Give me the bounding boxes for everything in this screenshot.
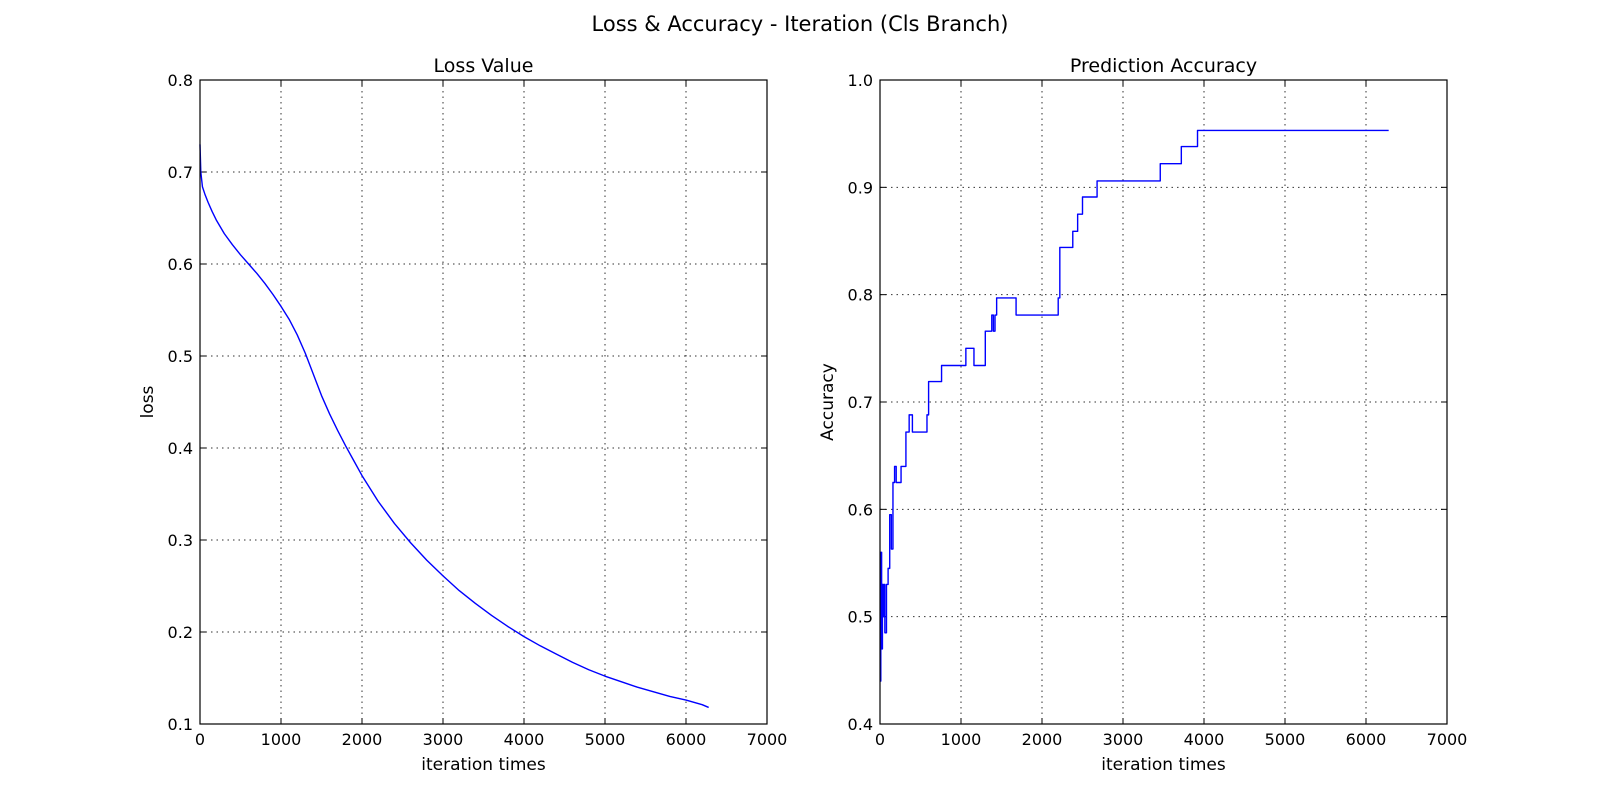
accuracy-y-tick-label: 0.8 xyxy=(848,286,873,305)
loss-x-tick-label: 7000 xyxy=(747,730,788,749)
loss-chart-title: Loss Value xyxy=(434,55,534,77)
accuracy-series xyxy=(880,129,1389,682)
accuracy-x-tick-label: 3000 xyxy=(1103,730,1144,749)
loss-y-tick-label: 0.5 xyxy=(168,347,193,366)
accuracy-x-tick-label: 2000 xyxy=(1022,730,1063,749)
loss-panel: 0 1000 2000 3000 4000 5000 6000 7000 0.1 0.2 0.3 0.… xyxy=(138,55,787,775)
loss-x-tick-label: 4000 xyxy=(504,730,545,749)
accuracy-axes-frame xyxy=(879,79,1448,725)
accuracy-y-axis-label: Accuracy xyxy=(818,363,838,441)
loss-x-tick-label: 1000 xyxy=(261,730,302,749)
accuracy-ticks: 0 1000 2000 3000 4000 5000 6000 7000 0.4 0.5 0.6 0.… xyxy=(848,71,1468,749)
accuracy-y-tick-label: 0.4 xyxy=(848,715,873,734)
loss-y-tick-label: 0.3 xyxy=(168,531,193,550)
accuracy-x-tick-label: 7000 xyxy=(1427,730,1468,749)
loss-y-tick-label: 0.2 xyxy=(168,623,193,642)
loss-ticks: 0 1000 2000 3000 4000 5000 6000 7000 0.1 0.2 0.3 0.… xyxy=(168,71,788,749)
accuracy-x-axis-label: iteration times xyxy=(1101,755,1226,775)
accuracy-x-tick-label: 4000 xyxy=(1184,730,1225,749)
accuracy-y-tick-label: 0.7 xyxy=(848,393,873,412)
accuracy-y-tick-label: 0.9 xyxy=(848,178,873,197)
loss-series xyxy=(199,144,709,709)
accuracy-series-line-0 xyxy=(880,129,1389,682)
accuracy-x-tick-label: 1000 xyxy=(941,730,982,749)
accuracy-x-tick-label: 0 xyxy=(875,730,885,749)
accuracy-x-tick-label: 6000 xyxy=(1346,730,1387,749)
loss-x-tick-label: 0 xyxy=(195,730,205,749)
loss-y-tick-label: 0.7 xyxy=(168,163,193,182)
loss-y-tick-label: 0.1 xyxy=(168,715,193,734)
figure-title: Loss & Accuracy - Iteration (Cls Branch) xyxy=(592,12,1009,36)
accuracy-x-tick-label: 5000 xyxy=(1265,730,1306,749)
loss-y-tick-label: 0.6 xyxy=(168,255,193,274)
loss-x-axis-label: iteration times xyxy=(421,755,546,775)
loss-y-tick-label: 0.4 xyxy=(168,439,193,458)
accuracy-chart-title: Prediction Accuracy xyxy=(1070,55,1257,77)
loss-grid xyxy=(200,80,767,724)
loss-y-tick-label: 0.8 xyxy=(168,71,193,90)
accuracy-panel: 0 1000 2000 3000 4000 5000 6000 7000 0.4 0.5 0.6 0.… xyxy=(818,55,1467,775)
loss-x-tick-label: 2000 xyxy=(342,730,383,749)
loss-series-line-0 xyxy=(199,144,709,709)
loss-x-tick-label: 3000 xyxy=(423,730,464,749)
loss-y-axis-label: loss xyxy=(138,385,158,418)
loss-axes-frame xyxy=(199,79,768,725)
loss-x-tick-label: 5000 xyxy=(585,730,626,749)
accuracy-y-tick-label: 1.0 xyxy=(848,71,873,90)
accuracy-grid xyxy=(880,80,1447,724)
loss-x-tick-label: 6000 xyxy=(666,730,707,749)
accuracy-y-tick-label: 0.6 xyxy=(848,500,873,519)
accuracy-y-tick-label: 0.5 xyxy=(848,608,873,627)
